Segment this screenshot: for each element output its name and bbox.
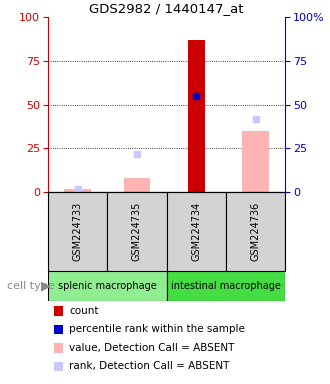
Bar bbox=[107, 192, 167, 271]
Text: percentile rank within the sample: percentile rank within the sample bbox=[69, 324, 245, 334]
Text: value, Detection Call = ABSENT: value, Detection Call = ABSENT bbox=[69, 343, 235, 353]
Text: GSM224734: GSM224734 bbox=[191, 202, 201, 261]
Text: rank, Detection Call = ABSENT: rank, Detection Call = ABSENT bbox=[69, 361, 230, 371]
Text: count: count bbox=[69, 306, 99, 316]
Bar bbox=[188, 40, 205, 192]
Bar bbox=[242, 131, 269, 192]
Title: GDS2982 / 1440147_at: GDS2982 / 1440147_at bbox=[89, 2, 244, 15]
Bar bbox=[64, 189, 91, 192]
Text: ▶: ▶ bbox=[41, 280, 51, 293]
Bar bbox=[48, 271, 167, 301]
Bar bbox=[167, 271, 285, 301]
Bar bbox=[167, 192, 226, 271]
Bar bbox=[123, 178, 150, 192]
Text: GSM224736: GSM224736 bbox=[251, 202, 261, 261]
Text: GSM224735: GSM224735 bbox=[132, 202, 142, 261]
Text: intestinal macrophage: intestinal macrophage bbox=[171, 281, 281, 291]
Text: GSM224733: GSM224733 bbox=[73, 202, 82, 261]
Text: cell type: cell type bbox=[7, 281, 54, 291]
Bar bbox=[226, 192, 285, 271]
Bar bbox=[48, 192, 107, 271]
Text: splenic macrophage: splenic macrophage bbox=[58, 281, 157, 291]
